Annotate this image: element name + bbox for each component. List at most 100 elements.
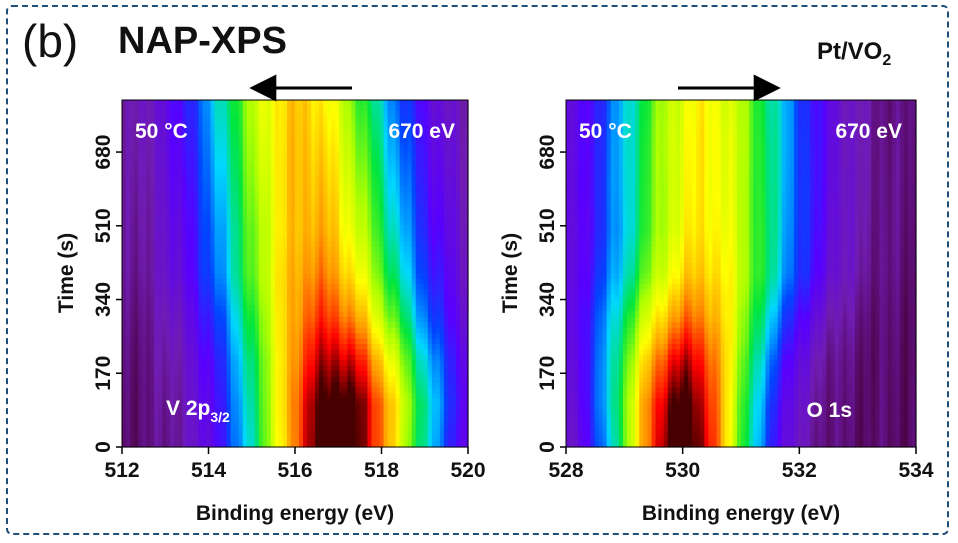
heatmap-cell bbox=[122, 392, 127, 399]
heatmap-cell bbox=[230, 289, 236, 296]
heatmap-cell bbox=[218, 121, 224, 128]
heatmap-cell bbox=[403, 327, 409, 334]
heatmap-cell bbox=[166, 284, 171, 291]
heatmap-cell bbox=[146, 343, 151, 350]
heatmap-cell bbox=[278, 316, 284, 323]
heatmap-cell bbox=[146, 278, 151, 285]
heatmap-cell bbox=[411, 154, 417, 161]
heatmap-cell bbox=[262, 116, 268, 123]
heatmap-cell bbox=[427, 203, 433, 210]
heatmap-cell bbox=[319, 262, 324, 269]
heatmap-cell bbox=[198, 186, 204, 193]
heatmap-cell bbox=[182, 159, 187, 166]
heatmap-cell bbox=[206, 300, 212, 307]
heatmap-cell bbox=[174, 381, 179, 388]
heatmap-cell bbox=[150, 381, 155, 388]
heatmap-cell bbox=[435, 186, 441, 193]
heatmap-cell bbox=[278, 295, 284, 302]
heatmap-cell bbox=[150, 289, 155, 296]
heatmap-cell bbox=[278, 327, 284, 334]
heatmap-cell bbox=[150, 343, 155, 350]
heatmap-cell bbox=[206, 197, 212, 204]
heatmap-cell bbox=[367, 116, 373, 123]
heatmap-cell bbox=[319, 197, 324, 204]
heatmap-cell bbox=[190, 289, 196, 296]
heatmap-cell bbox=[222, 343, 228, 350]
heatmap-cell bbox=[258, 192, 264, 199]
heatmap-cell bbox=[327, 203, 332, 210]
heatmap-cell bbox=[286, 311, 292, 318]
heatmap-cell bbox=[258, 230, 264, 237]
heatmap-cell bbox=[214, 159, 220, 166]
heatmap-cell bbox=[359, 175, 364, 182]
heatmap-cell bbox=[134, 349, 139, 356]
heatmap-cell bbox=[158, 381, 163, 388]
heatmap-cell bbox=[423, 203, 429, 210]
heatmap-cell bbox=[146, 203, 151, 210]
heatmap-cell bbox=[295, 289, 300, 296]
heatmap-cell bbox=[455, 219, 461, 226]
heatmap-cell bbox=[295, 186, 300, 193]
heatmap-cell bbox=[403, 110, 409, 117]
heatmap-cell bbox=[319, 322, 324, 329]
heatmap-cell bbox=[290, 100, 296, 107]
heatmap-cell bbox=[178, 137, 183, 144]
heatmap-cell bbox=[395, 273, 401, 280]
heatmap-cell bbox=[331, 387, 336, 394]
heatmap-cell bbox=[379, 186, 385, 193]
heatmap-cell bbox=[403, 116, 409, 123]
heatmap-cell bbox=[419, 262, 425, 269]
heatmap-cell bbox=[278, 246, 284, 253]
heatmap-cell bbox=[162, 273, 167, 280]
heatmap-cell bbox=[431, 137, 437, 144]
heatmap-cell bbox=[327, 376, 332, 383]
heatmap-cell bbox=[295, 365, 300, 372]
heatmap-cell bbox=[230, 213, 236, 220]
heatmap-cell bbox=[194, 240, 200, 247]
heatmap-cell bbox=[226, 333, 232, 340]
heatmap-cell bbox=[383, 376, 389, 383]
heatmap-cell bbox=[355, 213, 360, 220]
heatmap-cell bbox=[286, 175, 292, 182]
heatmap-cell bbox=[190, 170, 196, 177]
heatmap-cell bbox=[423, 278, 429, 285]
heatmap-cell bbox=[130, 295, 135, 302]
heatmap-cell bbox=[315, 197, 320, 204]
heatmap-cell bbox=[439, 409, 445, 416]
heatmap-cell bbox=[262, 208, 268, 215]
heatmap-cell bbox=[126, 240, 131, 247]
heatmap-cell bbox=[138, 159, 143, 166]
heatmap-cell bbox=[186, 154, 191, 161]
heatmap-cell bbox=[150, 127, 155, 134]
heatmap-cell bbox=[206, 306, 212, 313]
heatmap-cell bbox=[198, 224, 204, 231]
heatmap-cell bbox=[138, 110, 143, 117]
heatmap-cell bbox=[150, 349, 155, 356]
heatmap-cell bbox=[411, 392, 417, 399]
heatmap-cell bbox=[122, 295, 127, 302]
heatmap-cell bbox=[174, 360, 179, 367]
heatmap-cell bbox=[391, 311, 397, 318]
heatmap-cell bbox=[307, 371, 312, 378]
heatmap-cell bbox=[182, 268, 187, 275]
heatmap-cell bbox=[295, 137, 300, 144]
heatmap-cell bbox=[138, 240, 143, 247]
heatmap-cell bbox=[214, 181, 220, 188]
heatmap-cell bbox=[359, 354, 364, 361]
heatmap-cell bbox=[178, 213, 183, 220]
heatmap-cell bbox=[347, 100, 352, 107]
heatmap-cell bbox=[198, 170, 204, 177]
heatmap-cell bbox=[327, 398, 332, 405]
heatmap-cell bbox=[198, 381, 204, 388]
heatmap-cell bbox=[427, 165, 433, 172]
heatmap-cell bbox=[411, 110, 417, 117]
heatmap-cell bbox=[459, 208, 465, 215]
heatmap-cell bbox=[303, 273, 308, 280]
heatmap-cell bbox=[242, 322, 248, 329]
heatmap-cell bbox=[234, 175, 240, 182]
heatmap-cell bbox=[182, 349, 187, 356]
heatmap-cell bbox=[463, 278, 469, 285]
heatmap-cell bbox=[182, 165, 187, 172]
heatmap-cell bbox=[246, 116, 252, 123]
heatmap-cell bbox=[162, 181, 167, 188]
